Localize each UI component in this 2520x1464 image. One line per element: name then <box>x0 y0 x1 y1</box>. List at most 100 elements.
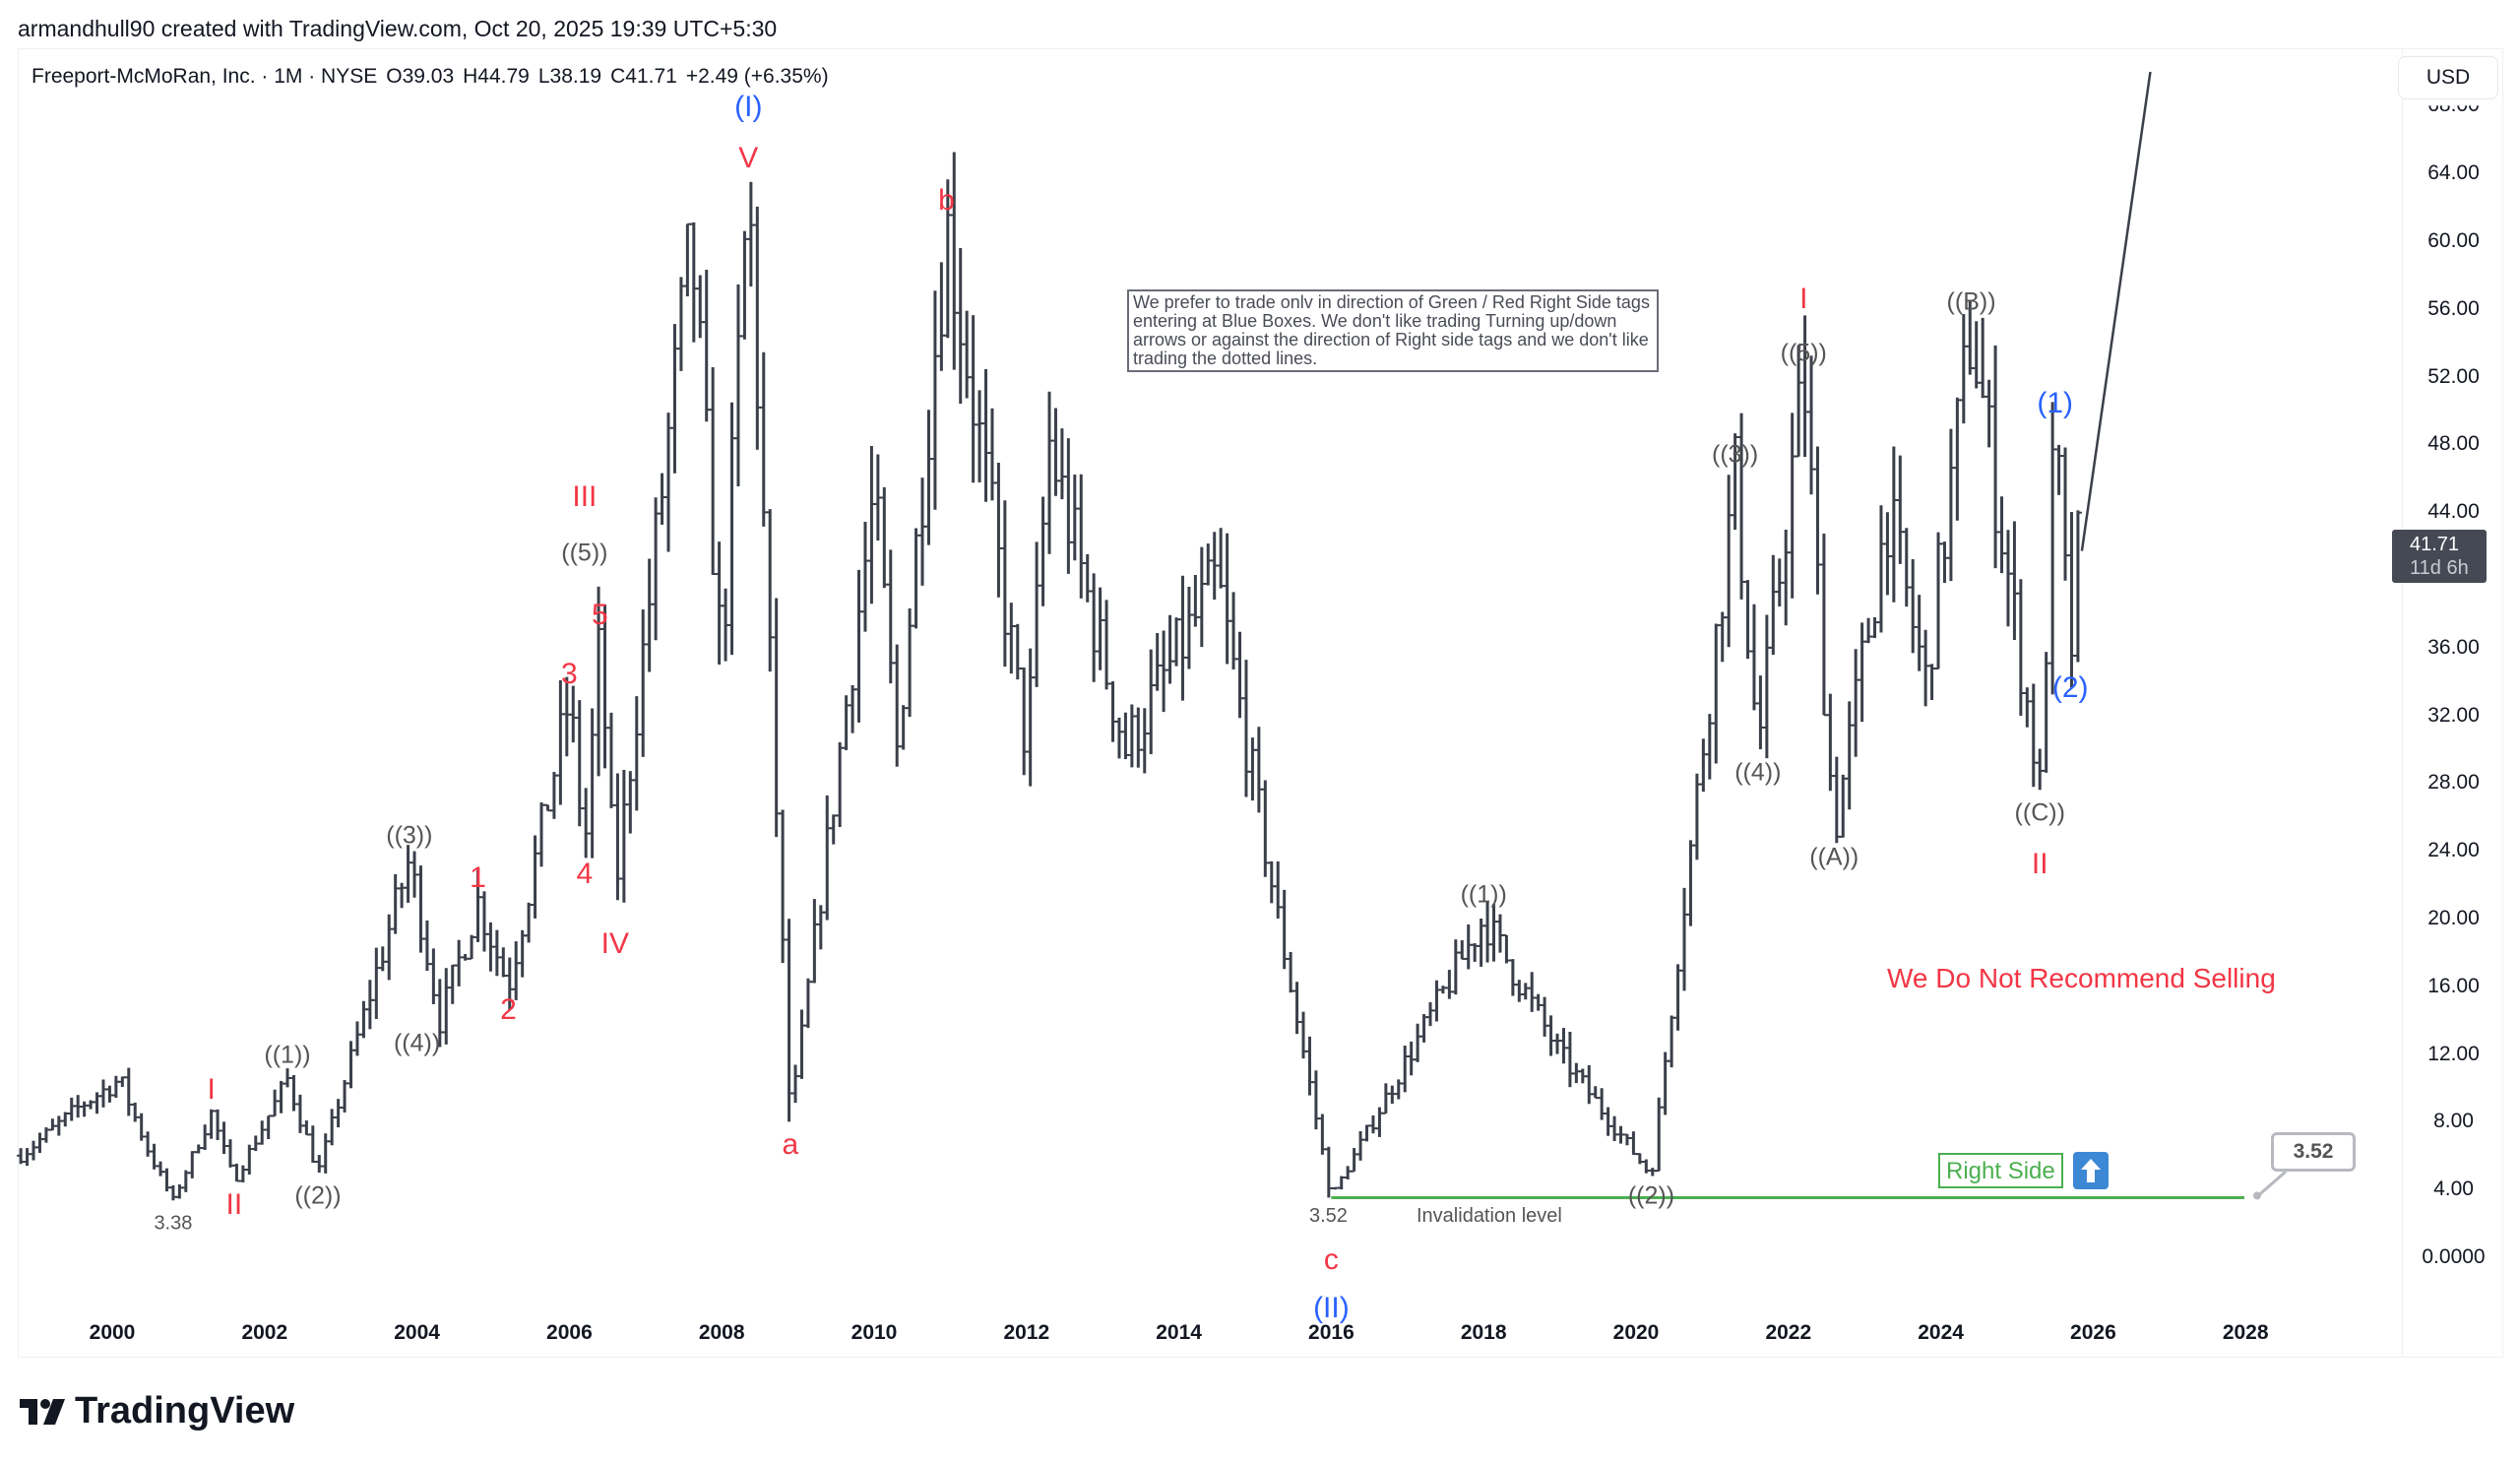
ohlc-bar <box>54 1115 63 1136</box>
ohlc-bar <box>111 1075 120 1099</box>
ohlc-bar <box>365 980 374 1030</box>
tradingview-logo-icon <box>20 1398 65 1425</box>
callout-anchor <box>2253 1191 2261 1200</box>
ohlc-bar <box>1172 617 1181 667</box>
ohlc-bar <box>1000 500 1009 668</box>
ohlc-bar <box>2054 444 2063 495</box>
ohlc-bar <box>1515 980 1524 1002</box>
price-tick-label: 60.00 <box>2427 229 2480 252</box>
wave-label: ((1)) <box>264 1041 311 1069</box>
wave-label: (II) <box>1313 1291 1350 1324</box>
ohlc-bar <box>1819 533 1828 717</box>
ohlc-bar <box>1121 712 1130 760</box>
time-tick-label: 2028 <box>2222 1321 2269 1344</box>
wave-label: ((3)) <box>386 821 433 850</box>
symbol-name[interactable]: Freeport-McMoRan, Inc. · 1M · NYSE <box>32 65 378 88</box>
ohlc-bar <box>1953 397 1962 521</box>
ohlc-bar <box>334 1099 343 1128</box>
time-tick-label: 2004 <box>394 1321 440 1344</box>
ohlc-bar <box>1064 438 1073 574</box>
no-sell-text: We Do Not Recommend Selling <box>1887 963 2276 993</box>
ohlc-bar <box>1394 1079 1403 1100</box>
ohlc-bar <box>658 473 666 525</box>
ohlc-bar <box>854 569 863 723</box>
ohlc-bar <box>1922 629 1930 707</box>
ohlc-bar <box>670 324 679 474</box>
ohlc-bar <box>1591 1086 1600 1100</box>
ohlc-bar <box>575 700 584 827</box>
ohlc-bar <box>1915 595 1923 671</box>
ohlc-bar <box>1870 616 1879 639</box>
ohlc-bar <box>1762 614 1771 759</box>
wave-label: (I) <box>734 91 763 124</box>
ohlc-bar <box>1375 1107 1384 1137</box>
ohlc-bar <box>359 1000 368 1039</box>
ohlc-bar <box>1858 622 1866 723</box>
projection-line <box>2080 71 2152 551</box>
time-tick-label: 2014 <box>1156 1321 1202 1344</box>
ohlc-bar <box>1940 541 1949 584</box>
ohlc-bar <box>1235 631 1244 719</box>
ohlc-bar <box>899 705 908 750</box>
ohlc-bar <box>639 609 648 757</box>
ohlc-bar <box>1184 586 1193 669</box>
ohlc-bar <box>1292 982 1301 1035</box>
ohlc-bar <box>207 1109 216 1139</box>
ohlc-bar <box>1458 940 1467 960</box>
price-tick-label: 48.00 <box>2427 432 2480 456</box>
ohlc-bar <box>1813 446 1822 595</box>
ohlc-bar <box>1934 532 1943 670</box>
ohlc-bar <box>1197 546 1206 648</box>
time-tick-label: 2020 <box>1612 1321 1660 1344</box>
ohlc-bar <box>1033 541 1041 687</box>
price-tick-label: 36.00 <box>2427 635 2480 659</box>
ohlc-bar <box>30 1140 38 1161</box>
ohlc-bar <box>766 509 775 672</box>
ohlc-bar <box>645 558 654 672</box>
legend-low: L38.19 <box>537 65 602 88</box>
ohlc-bar <box>512 941 521 1000</box>
ohlc-bar <box>455 939 464 987</box>
ohlc-bar <box>1725 475 1733 648</box>
ohlc-bar <box>880 486 889 589</box>
legend-high: H44.79 <box>463 65 530 88</box>
wave-label: 2 <box>500 992 517 1026</box>
ohlc-bar <box>1241 660 1250 797</box>
last-price: 41.71 <box>2410 533 2460 555</box>
wave-label: 1 <box>470 860 486 894</box>
wave-label: ((5)) <box>1780 339 1827 367</box>
ohlc-bar <box>791 1064 800 1104</box>
ohlc-bar <box>823 795 832 921</box>
ohlc-bar <box>969 315 977 483</box>
ohlc-bar <box>35 1132 44 1154</box>
ohlc-bar <box>759 351 768 527</box>
ohlc-bar <box>2016 579 2025 717</box>
ohlc-bar <box>537 801 546 867</box>
ohlc-bar <box>1368 1114 1377 1134</box>
ohlc-bar <box>328 1109 337 1146</box>
ohlc-bar <box>1013 623 1022 680</box>
ohlc-bar <box>289 1074 298 1112</box>
ohlc-bar <box>1902 528 1911 607</box>
time-tick-label: 2010 <box>850 1321 898 1344</box>
ohlc-bar <box>1287 951 1295 993</box>
ohlc-bar <box>1217 528 1226 589</box>
ohlc-bar <box>378 946 387 972</box>
invalidation-price: 3.52 <box>1309 1205 1348 1227</box>
ohlc-bar <box>105 1085 114 1103</box>
ohlc-bar <box>702 269 711 422</box>
wave-label: c <box>1323 1243 1339 1277</box>
currency-button[interactable]: USD <box>2398 56 2498 99</box>
ohlc-bar <box>1414 1023 1422 1062</box>
ohlc-bar <box>48 1118 57 1131</box>
ohlc-bar <box>1946 428 1955 582</box>
ohlc-bar <box>295 1094 304 1133</box>
ohlc-bar <box>1077 474 1086 599</box>
ohlc-bar <box>632 696 641 811</box>
ohlc-bar <box>232 1163 241 1182</box>
ohlc-bar <box>1223 533 1231 665</box>
ohlc-bar <box>1718 611 1727 663</box>
ohlc-bar <box>1896 455 1905 564</box>
time-tick-label: 2018 <box>1460 1321 1507 1344</box>
